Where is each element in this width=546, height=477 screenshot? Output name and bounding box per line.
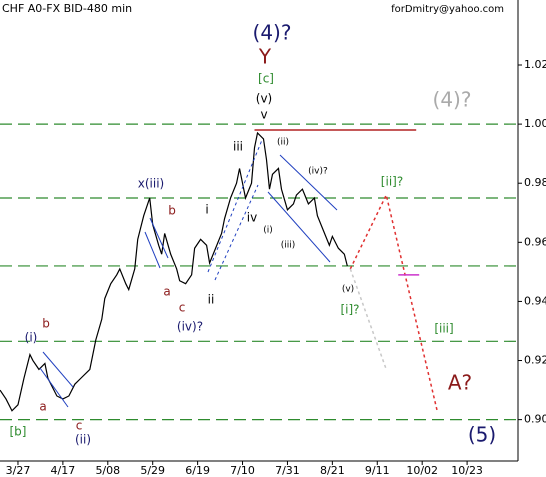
channel-line: [39, 367, 69, 408]
x-tick-label: 5/08: [95, 464, 120, 477]
wave-label: (ii): [75, 433, 91, 447]
wave-label: (i): [263, 226, 273, 236]
trend-line: [214, 184, 259, 281]
y-tick-label: 0.920: [524, 354, 546, 367]
wave-label: (4)?: [253, 21, 292, 45]
wave-label: [i]?: [340, 303, 359, 317]
channel-line: [42, 351, 74, 388]
wave-label: x(iii): [138, 177, 164, 191]
y-tick-label: 0.960: [524, 235, 546, 248]
wave-label: [iii]: [434, 322, 453, 336]
x-tick-label: 10/23: [451, 464, 483, 477]
watermark: forDmitry@yahoo.com: [391, 4, 504, 15]
channel-line: [144, 231, 161, 269]
x-tick-label: 9/11: [365, 464, 390, 477]
wave-label: A?: [448, 371, 472, 395]
wave-label: i: [205, 203, 208, 217]
wave-label: (iv)?: [308, 167, 328, 177]
wave-label: (v): [342, 285, 354, 295]
channel-line: [267, 191, 331, 263]
chart-title: CHF A0-FX BID-480 min: [2, 2, 132, 15]
wave-label: Y: [258, 45, 272, 69]
wave-label: (iv)?: [177, 320, 203, 334]
channel-line: [149, 217, 169, 259]
wave-label: [c]: [258, 72, 274, 86]
x-tick-label: 4/17: [51, 464, 76, 477]
y-tick-label: 0.980: [524, 176, 546, 189]
wave-label: (iii): [281, 241, 296, 251]
x-tick-label: 10/02: [406, 464, 438, 477]
channel-line: [279, 154, 338, 211]
wave-label: c: [76, 419, 83, 433]
y-tick-label: 1.00: [524, 117, 546, 130]
annotations: (4)? Y [c] (v) v iii (ii) (iv)? x(iii) b…: [10, 21, 497, 447]
x-tick-label: 6/19: [185, 464, 210, 477]
y-tick-label: 1.02: [524, 58, 546, 71]
wave-label: c: [179, 301, 186, 315]
wave-label: ii: [208, 293, 215, 307]
x-tick-label: 3/27: [6, 464, 31, 477]
wave-label: a: [163, 285, 170, 299]
price-line: [0, 131, 348, 412]
wave-label: (4)?: [433, 88, 472, 112]
y-tick-label: 0.900: [524, 413, 546, 426]
wave-label: (i): [25, 331, 38, 345]
plot-area: [0, 0, 518, 461]
wave-label: a: [39, 400, 46, 414]
wave-label: iv: [247, 211, 257, 225]
projection-line: [349, 192, 438, 411]
x-tick-label: 8/21: [320, 464, 345, 477]
wave-label: b: [168, 204, 176, 218]
wave-label: iii: [233, 140, 243, 154]
wave-label: (v): [256, 92, 272, 106]
wave-label: b: [42, 317, 50, 331]
y-tick-label: 0.940: [524, 294, 546, 307]
wave-label: (5): [468, 423, 496, 447]
x-tick-label: 7/10: [230, 464, 255, 477]
x-tick-label: 7/31: [275, 464, 300, 477]
wave-label: [b]: [10, 425, 27, 439]
wave-label: v: [260, 108, 267, 122]
x-tick-label: 5/29: [140, 464, 165, 477]
wave-label: (ii): [277, 138, 289, 148]
wave-label: [ii]?: [381, 175, 403, 189]
